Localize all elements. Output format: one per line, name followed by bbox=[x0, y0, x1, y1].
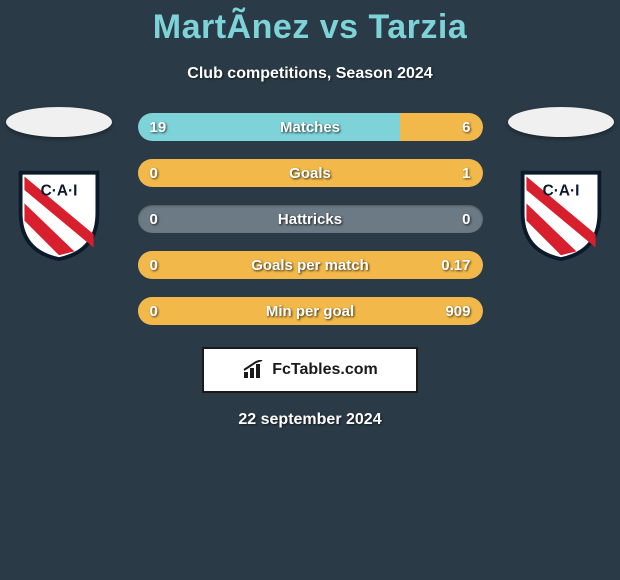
stat-right-fill bbox=[138, 251, 483, 279]
right-club-badge: C·A·I bbox=[512, 165, 610, 261]
stat-right-value: 0 bbox=[462, 205, 470, 233]
stat-row: 0 0Hattricks bbox=[138, 205, 483, 233]
stat-left-value: 19 bbox=[150, 113, 167, 141]
stat-right-value: 1 bbox=[462, 159, 470, 187]
stat-row: 01Goals bbox=[138, 159, 483, 187]
chart-icon bbox=[242, 360, 266, 380]
date-line: 22 september 2024 bbox=[0, 411, 620, 429]
stat-row: 0909Min per goal bbox=[138, 297, 483, 325]
source-badge: FcTables.com bbox=[202, 347, 418, 393]
source-badge-text: FcTables.com bbox=[272, 361, 378, 379]
stat-right-fill bbox=[138, 297, 483, 325]
stat-right-value: 909 bbox=[445, 297, 470, 325]
stat-right-value: 0.17 bbox=[441, 251, 470, 279]
left-avatar-placeholder bbox=[6, 107, 112, 137]
page-title: MartÃ­nez vs Tarzia bbox=[0, 0, 620, 47]
stat-right-fill bbox=[138, 159, 483, 187]
left-club-badge: C·A·I bbox=[10, 165, 108, 261]
stat-row: 00.17Goals per match bbox=[138, 251, 483, 279]
stat-row: 196Matches bbox=[138, 113, 483, 141]
stat-left-fill bbox=[138, 113, 400, 141]
stat-left-value: 0 bbox=[150, 205, 158, 233]
stat-left-value: 0 bbox=[150, 297, 158, 325]
stat-left-value: 0 bbox=[150, 251, 158, 279]
subtitle: Club competitions, Season 2024 bbox=[0, 65, 620, 83]
svg-text:C·A·I: C·A·I bbox=[41, 183, 78, 200]
left-player-column: C·A·I bbox=[4, 107, 114, 261]
comparison-arena: C·A·I C·A·I 196Matches01Goals00Hattricks… bbox=[0, 113, 620, 325]
svg-text:C·A·I: C·A·I bbox=[543, 183, 580, 200]
stat-right-value: 6 bbox=[462, 113, 470, 141]
stat-bars: 196Matches01Goals00Hattricks00.17Goals p… bbox=[138, 113, 483, 325]
stat-left-value: 0 bbox=[150, 159, 158, 187]
right-player-column: C·A·I bbox=[506, 107, 616, 261]
stat-label: Hattricks bbox=[138, 205, 483, 233]
right-avatar-placeholder bbox=[508, 107, 614, 137]
